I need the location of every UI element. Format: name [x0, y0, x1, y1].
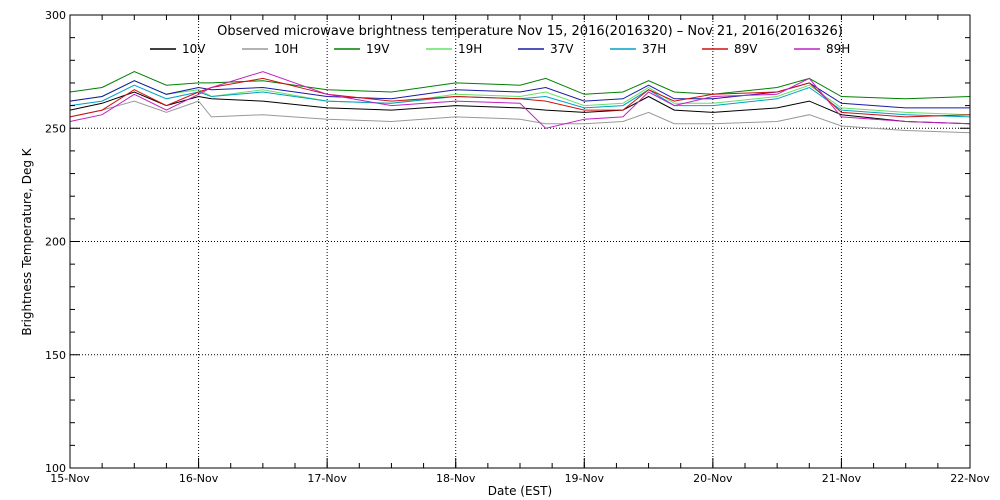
- grid: [70, 15, 970, 468]
- legend-label-19v: 19V: [366, 42, 390, 56]
- series-line-19h: [69, 80, 971, 116]
- tick-labels: 100 150 200 250 300 15-Nov 16-Nov 17-Nov 18-Nov 1…: [45, 9, 990, 485]
- legend-label-89h: 89H: [826, 42, 850, 56]
- x-tick-label: 18-Nov: [436, 472, 476, 485]
- y-tick-label: 100: [45, 462, 66, 475]
- x-tick-label: 19-Nov: [565, 472, 605, 485]
- legend-label-10h: 10H: [274, 42, 298, 56]
- x-tick-label: 22-Nov: [950, 472, 990, 485]
- y-axis-label: Brightness Temperature, Deg K: [20, 147, 34, 335]
- legend-label-10v: 10V: [182, 42, 206, 56]
- legend: 10V 10H 19V 19H 37V 37H 89V 89H: [150, 42, 850, 56]
- y-tick-label: 300: [45, 9, 66, 22]
- chart-title: Observed microwave brightness temperatur…: [217, 24, 843, 39]
- y-tick-label: 200: [45, 236, 66, 249]
- series-line-89v: [69, 77, 971, 118]
- legend-label-37h: 37H: [642, 42, 666, 56]
- legend-label-19h: 19H: [458, 42, 482, 56]
- series-line-10h: [69, 100, 971, 134]
- series-layer: [69, 71, 971, 134]
- ticks: [69, 14, 971, 469]
- series-line-89h: [69, 71, 971, 129]
- x-tick-label: 17-Nov: [307, 472, 347, 485]
- series-line-10v: [69, 91, 971, 125]
- x-tick-label: 16-Nov: [179, 472, 219, 485]
- legend-label-37v: 37V: [550, 42, 574, 56]
- series-line-37h: [69, 84, 971, 118]
- legend-label-89v: 89V: [734, 42, 758, 56]
- x-tick-label: 15-Nov: [50, 472, 90, 485]
- x-tick-label: 21-Nov: [822, 472, 862, 485]
- x-tick-label: 20-Nov: [693, 472, 733, 485]
- y-tick-label: 150: [45, 349, 66, 362]
- series-line-19v: [69, 71, 971, 100]
- x-axis-label: Date (EST): [488, 484, 552, 498]
- y-tick-label: 250: [45, 122, 66, 135]
